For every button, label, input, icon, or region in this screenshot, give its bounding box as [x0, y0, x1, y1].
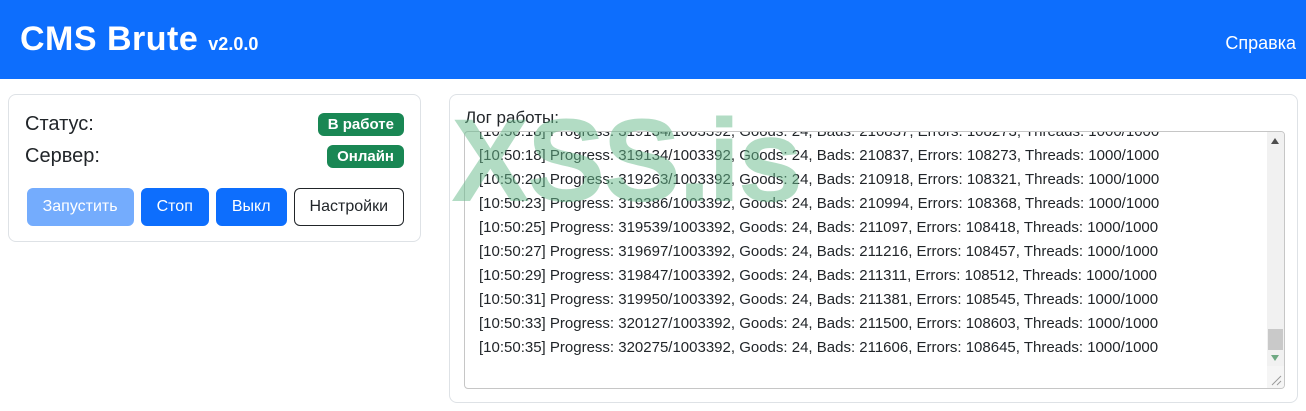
- log-panel: Лог работы: [10:50:18] Progress: 319134/…: [449, 94, 1298, 403]
- server-row: Сервер: Онлайн: [25, 142, 404, 171]
- log-partial-line: [10:50:18] Progress: 319134/1003392, Goo…: [479, 131, 1160, 140]
- start-button[interactable]: Запустить: [26, 188, 134, 227]
- log-line: [10:50:27] Progress: 319697/1003392, Goo…: [479, 243, 1159, 260]
- app-version: v2.0.0: [208, 34, 259, 54]
- app-title: CMS Brute: [20, 20, 199, 58]
- status-panel: Статус: В работе Сервер: Онлайн Запустит…: [8, 94, 421, 242]
- log-line: [10:50:31] Progress: 319950/1003392, Goo…: [479, 291, 1159, 308]
- log-line: [10:50:29] Progress: 319847/1003392, Goo…: [479, 267, 1157, 284]
- off-button[interactable]: Выкл: [215, 188, 287, 227]
- log-textarea[interactable]: [10:50:18] Progress: 319134/1003392, Goo…: [464, 131, 1285, 389]
- server-badge: Онлайн: [327, 145, 404, 168]
- scroll-down-icon[interactable]: [1271, 355, 1279, 361]
- status-badge: В работе: [317, 113, 404, 136]
- scrollbar-thumb[interactable]: [1268, 329, 1283, 350]
- resize-grip-icon[interactable]: [1270, 374, 1282, 386]
- app-header: CMS Brute v2.0.0 Справка: [0, 0, 1306, 79]
- status-label: Статус:: [25, 113, 94, 135]
- stop-button[interactable]: Стоп: [140, 188, 209, 227]
- log-line: [10:50:23] Progress: 319386/1003392, Goo…: [479, 195, 1160, 212]
- log-line: [10:50:35] Progress: 320275/1003392, Goo…: [479, 339, 1159, 356]
- button-row: Запустить Стоп Выкл Настройки: [25, 188, 404, 227]
- settings-button[interactable]: Настройки: [293, 188, 404, 227]
- log-label: Лог работы:: [465, 108, 559, 127]
- server-label: Сервер:: [25, 145, 100, 167]
- log-content: [10:50:18] Progress: 319134/1003392, Goo…: [465, 131, 1267, 360]
- app-title-group: CMS Brute v2.0.0: [20, 20, 258, 59]
- scroll-up-icon[interactable]: [1271, 138, 1279, 144]
- textarea-resize-corner: [1267, 366, 1284, 388]
- log-line: [10:50:25] Progress: 319539/1003392, Goo…: [479, 219, 1159, 236]
- log-line: [10:50:33] Progress: 320127/1003392, Goo…: [479, 315, 1159, 332]
- log-line: [10:50:18] Progress: 319134/1003392, Goo…: [479, 147, 1160, 164]
- log-scrollbar[interactable]: [1267, 132, 1284, 366]
- status-row: Статус: В работе: [25, 110, 404, 139]
- log-line: [10:50:20] Progress: 319263/1003392, Goo…: [479, 171, 1160, 188]
- help-link[interactable]: Справка: [1225, 33, 1296, 53]
